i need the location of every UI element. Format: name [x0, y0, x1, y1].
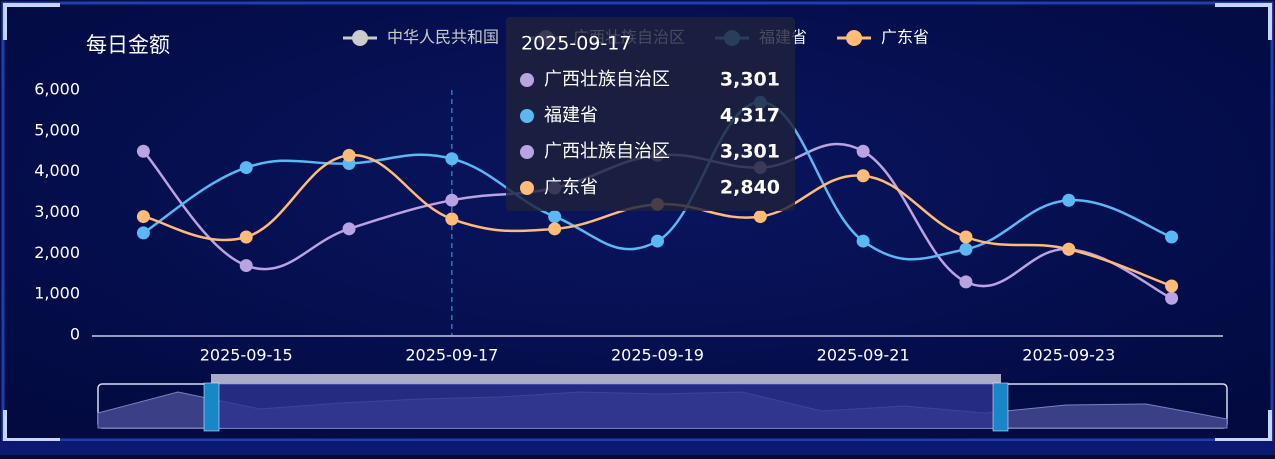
bottom-bar	[0, 441, 1275, 455]
data-point	[959, 242, 973, 256]
data-point	[239, 259, 253, 273]
frame-corner	[1215, 3, 1272, 40]
data-point	[445, 152, 459, 166]
data-point	[136, 226, 150, 240]
data-point	[651, 234, 664, 248]
data-point	[1062, 242, 1076, 256]
data-point	[445, 212, 459, 226]
tooltip-value: 3,301	[720, 141, 780, 163]
series-line	[142, 100, 1173, 261]
frame-corner	[1215, 410, 1272, 442]
x-tick-label: 2025-09-17	[405, 346, 498, 365]
data-point	[1165, 291, 1179, 305]
y-tick-label: 0	[70, 325, 80, 344]
tooltip-value: 3,301	[720, 69, 780, 91]
data-point	[856, 144, 870, 158]
tooltip-value: 2,840	[720, 177, 780, 199]
legend-label: 中华人民共和国	[387, 28, 499, 47]
tooltip-marker	[520, 109, 534, 123]
data-point	[959, 230, 973, 244]
tooltip-marker	[520, 181, 534, 195]
data-point	[136, 210, 150, 224]
data-point	[1062, 193, 1076, 207]
data-point	[959, 275, 973, 289]
data-point	[239, 161, 253, 175]
tooltip-title: 2025-09-17	[521, 33, 631, 55]
x-tick-label: 2025-09-21	[817, 346, 910, 365]
legend-label: 广东省	[881, 28, 929, 47]
data-point	[753, 210, 767, 224]
y-tick-label: 3,000	[34, 202, 80, 221]
y-tick-label: 2,000	[34, 243, 80, 262]
data-point	[342, 148, 356, 162]
data-point	[856, 169, 870, 183]
tooltip-value: 4,317	[720, 105, 780, 127]
data-point	[1165, 279, 1179, 293]
data-point	[548, 210, 562, 224]
tooltip-marker	[520, 73, 534, 87]
y-tick-label: 1,000	[34, 284, 80, 303]
data-point	[1165, 230, 1179, 244]
y-tick-label: 4,000	[34, 161, 80, 180]
tooltip-name: 广西壮族自治区	[544, 141, 670, 162]
x-tick-label: 2025-09-23	[1022, 346, 1115, 365]
x-tick-label: 2025-09-19	[611, 346, 704, 365]
data-point	[136, 144, 150, 158]
frame-corner	[3, 410, 60, 442]
y-tick-label: 6,000	[34, 80, 80, 99]
data-zoom[interactable]	[97, 374, 1228, 432]
legend-icon	[846, 30, 863, 46]
zoom-handle[interactable]	[992, 382, 1009, 432]
zoom-selection	[211, 384, 1001, 428]
data-point	[239, 230, 253, 244]
frame-corner	[3, 3, 60, 40]
y-tick-label: 5,000	[34, 120, 80, 139]
data-point	[856, 234, 870, 248]
tooltip-box	[506, 17, 795, 211]
x-tick-label: 2025-09-15	[200, 346, 293, 365]
zoom-handle[interactable]	[203, 382, 220, 432]
data-point	[548, 222, 562, 236]
tooltip-name: 广西壮族自治区	[544, 69, 670, 90]
tooltip-name: 广东省	[544, 177, 598, 198]
tooltip-name: 福建省	[544, 105, 598, 126]
chart-title: 每日金额	[86, 33, 170, 57]
tooltip-marker	[520, 145, 534, 159]
frame	[1, 1, 1274, 442]
zoom-move-handle[interactable]	[211, 374, 1001, 383]
legend-icon	[352, 30, 368, 46]
data-point	[342, 222, 356, 236]
data-point	[445, 193, 459, 207]
